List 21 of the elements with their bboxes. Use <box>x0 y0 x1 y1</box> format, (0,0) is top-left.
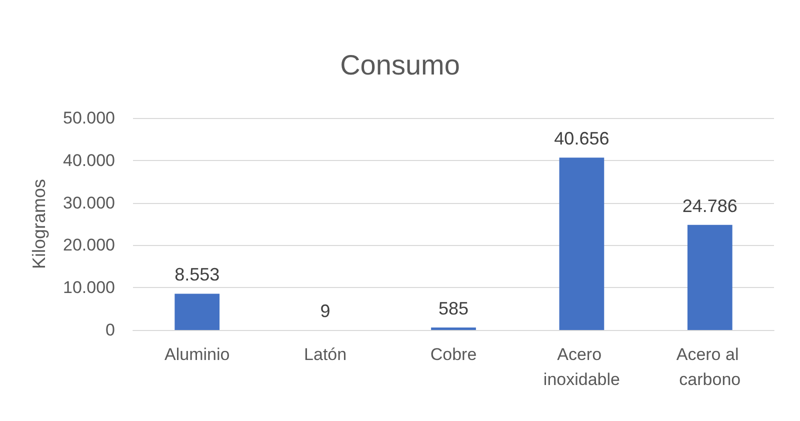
y-tick-label: 50.000 <box>63 108 115 128</box>
data-label: 40.656 <box>554 128 610 149</box>
x-tick-label: Acero inoxidable <box>543 345 620 389</box>
data-label: 24.786 <box>682 196 738 216</box>
bar <box>559 158 604 330</box>
bar <box>687 224 732 330</box>
data-label: 8.553 <box>174 264 220 285</box>
x-tick-label: Cobre <box>430 345 477 364</box>
y-tick-label: 0 <box>106 320 115 340</box>
bar <box>174 294 220 330</box>
y-tick-label: 40.000 <box>63 150 115 170</box>
data-label: 585 <box>438 298 469 319</box>
y-axis-title: Kilogramos <box>29 178 49 270</box>
data-label: 9 <box>320 300 330 321</box>
y-tick-label: 10.000 <box>63 278 115 298</box>
x-tick-label: Latón <box>304 345 347 364</box>
y-tick-label: 30.000 <box>63 193 115 212</box>
y-tick-label: 20.000 <box>63 236 115 255</box>
chart-title: Consumo <box>340 50 460 80</box>
x-tick-label: Acero al carbono <box>676 345 744 389</box>
x-tick-label: Aluminio <box>164 345 230 364</box>
